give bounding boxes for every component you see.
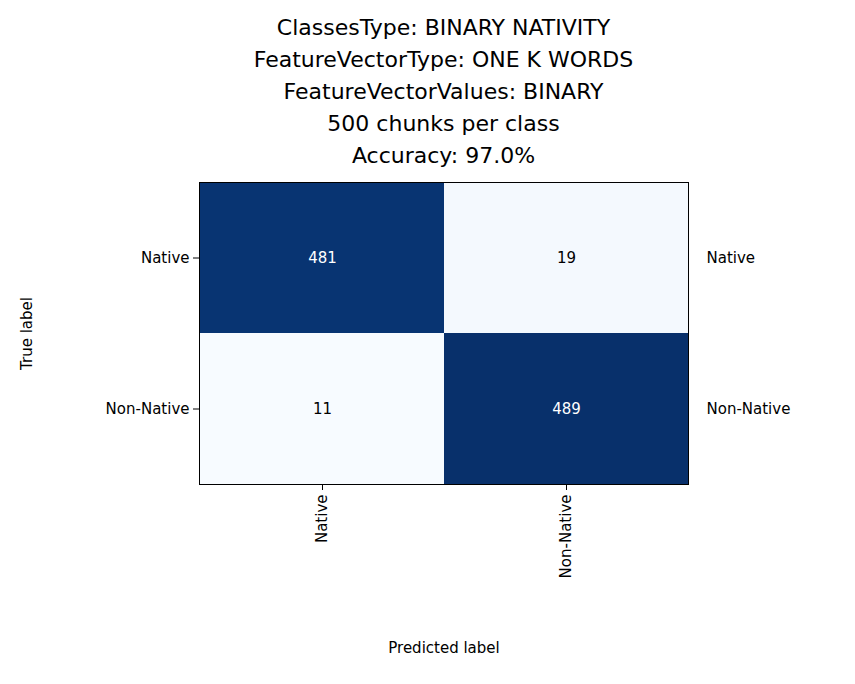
svg-text:Native: Native xyxy=(313,495,331,544)
html-text:FeatureVectorType: ONE K WORDS: FeatureVectorType: ONE K WORDS xyxy=(253,47,634,72)
svg-text:489: 489 xyxy=(552,400,581,418)
html-text:ClassesType: BINARY NATIVITY: ClassesType: BINARY NATIVITY xyxy=(276,15,611,40)
svg-text:19: 19 xyxy=(557,249,576,267)
svg-text:Predicted label: Predicted label xyxy=(388,639,499,657)
svg-text:Native: Native xyxy=(141,249,190,267)
html-text:500 chunks per class: 500 chunks per class xyxy=(327,111,560,136)
svg-text:11: 11 xyxy=(313,400,332,418)
svg-text:Native: Native xyxy=(707,249,756,267)
svg-text:Non-Native: Non-Native xyxy=(557,495,575,579)
html-text:FeatureVectorValues: BINARY: FeatureVectorValues: BINARY xyxy=(283,79,604,104)
svg-text:True label: True label xyxy=(18,297,36,371)
html-text:Accuracy: 97.0%: Accuracy: 97.0% xyxy=(351,143,536,168)
svg-text:Non-Native: Non-Native xyxy=(106,400,190,418)
svg-text:481: 481 xyxy=(308,249,337,267)
svg-text:Non-Native: Non-Native xyxy=(707,400,791,418)
